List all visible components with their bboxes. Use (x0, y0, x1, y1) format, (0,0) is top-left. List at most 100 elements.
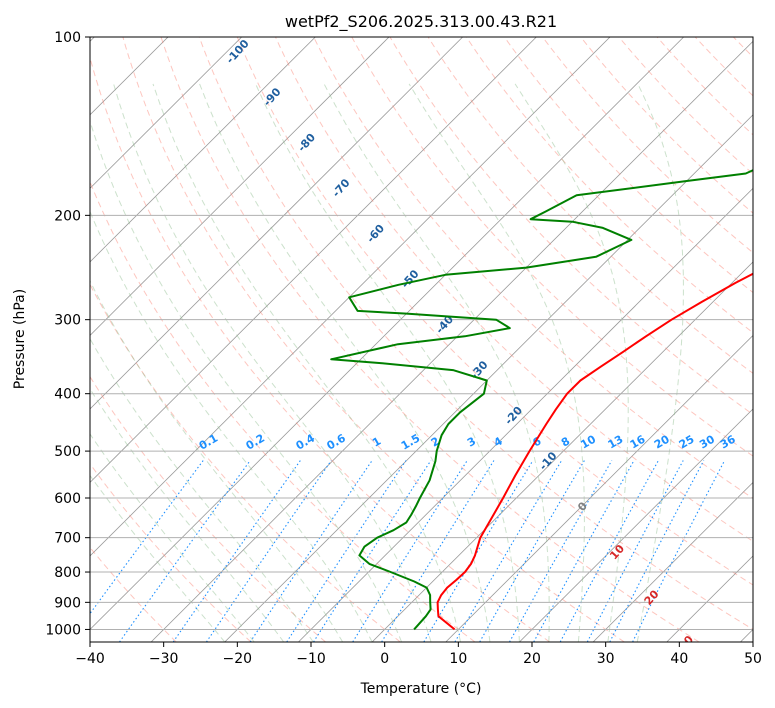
x-tick-label: 30 (597, 651, 615, 667)
y-tick-label: 100 (54, 30, 81, 46)
isotherm-label: 10 (607, 542, 627, 562)
y-tick-label: 300 (54, 313, 81, 329)
moist-adiabat-line (90, 119, 403, 642)
isotherm-label: -60 (364, 222, 387, 246)
moist-adiabat-line (323, 83, 550, 642)
x-axis-label: Temperature (°C) (360, 681, 482, 697)
mixing-ratio-line (313, 460, 432, 642)
isotherm-label: -50 (399, 267, 422, 291)
isotherm-line (90, 37, 611, 557)
y-tick-label: 400 (54, 387, 81, 403)
mixing-ratio-label: 16 (628, 432, 648, 451)
isotherm-line (445, 334, 753, 642)
y-tick-label: 700 (54, 531, 81, 547)
dry-adiabat-line (503, 37, 753, 294)
moist-adiabat-line (90, 474, 226, 642)
dry-adiabat-line (198, 37, 753, 630)
mixing-ratio-line (205, 460, 332, 642)
dry-adiabat-line (465, 37, 753, 334)
mixing-ratio-line (509, 460, 613, 642)
mixing-ratio-line (479, 460, 585, 642)
y-tick-label: 900 (54, 595, 81, 611)
dry-adiabat-line (694, 37, 753, 97)
isotherm-label: -80 (295, 131, 318, 155)
chart-title: wetPf2_S206.2025.313.00.43.R21 (285, 12, 557, 32)
x-tick-label: −40 (75, 651, 105, 667)
dry-adiabat-line (772, 37, 775, 642)
dry-adiabat-line (618, 37, 753, 175)
dry-adiabat-line (580, 37, 753, 214)
dry-adiabat-line (389, 37, 753, 416)
pressure-gridlines (90, 37, 753, 630)
x-tick-label: −30 (149, 651, 179, 667)
x-tick-label: 10 (449, 651, 467, 667)
temperature-profile (436, 272, 753, 631)
y-axis: 1000 900 800 700 600 500 400 300 200 100 (45, 30, 90, 638)
x-axis: −40 −30 −20 −10 0 10 20 30 40 50 (75, 642, 762, 667)
moist-adiabat-line (199, 83, 491, 642)
y-tick-label: 1000 (45, 622, 81, 638)
isotherm-line (90, 37, 242, 189)
mixing-ratio-label: 8 (559, 435, 572, 450)
isotherm-line (90, 37, 684, 631)
mixing-ratio-label: 36 (718, 432, 738, 451)
mixing-ratio-label: 3 (465, 435, 478, 450)
mixing-ratio-label: 0.1 (197, 432, 220, 453)
mixing-ratio-label: 1.5 (399, 432, 422, 453)
isotherm-label: -70 (330, 176, 353, 200)
dry-adiabat-line (236, 37, 753, 586)
moist-adiabat-line (255, 83, 520, 642)
y-tick-label: 600 (54, 491, 81, 507)
dry-adiabat-line (313, 37, 753, 499)
mixing-ratio-line (586, 460, 684, 642)
dry-adiabat-line (90, 375, 326, 642)
mixing-ratio-line (119, 460, 251, 642)
x-tick-label: 40 (670, 651, 688, 667)
moist-adiabat-line (90, 433, 255, 642)
plot-frame (89, 36, 754, 643)
x-tick-label: −20 (223, 651, 253, 667)
mixing-ratio-line (352, 460, 468, 642)
mixing-ratio-label: 25 (677, 433, 697, 452)
dry-adiabat-line (160, 37, 700, 642)
y-tick-label: 200 (54, 208, 81, 224)
isotherm-line (90, 37, 463, 410)
y-tick-label: 800 (54, 565, 81, 581)
isotherm-line (224, 114, 753, 642)
dry-adiabat-line (275, 37, 753, 542)
isotherm-label: -100 (224, 37, 252, 66)
mixing-ratio-line (249, 460, 373, 642)
dry-adiabat-line (90, 462, 252, 642)
dry-adiabat-line (90, 283, 401, 642)
mixing-ratio-line (286, 460, 407, 642)
isotherm-label: -20 (502, 404, 525, 428)
moist-adiabat-line (90, 210, 373, 642)
mixing-ratio-line (423, 460, 534, 642)
dry-adiabat-line (122, 37, 625, 642)
moist-adiabat-line (113, 83, 432, 642)
isotherm-line (150, 40, 753, 642)
isotherm-line (519, 408, 753, 642)
mixing-ratio-line (172, 460, 301, 642)
y-axis-label: Pressure (hPa) (12, 289, 28, 389)
mixing-ratio-label: 0.2 (244, 432, 267, 453)
isotherm-line (666, 555, 753, 642)
dry-adiabat-line (90, 55, 550, 642)
isotherm-label: 40 (711, 678, 731, 698)
moist-adiabat-line (90, 388, 285, 642)
mixing-ratio-line (632, 460, 726, 642)
mixing-ratio-label: 30 (697, 432, 717, 451)
mixing-ratio-line (454, 460, 563, 642)
moist-adiabat-line (514, 83, 629, 642)
isotherm-line (90, 37, 390, 336)
isotherm-label: 30 (676, 633, 696, 653)
mixing-ratio-line (90, 460, 204, 615)
sounding-profiles (330, 169, 753, 631)
moist-adiabat-line (408, 83, 585, 642)
moist-adiabat-line (636, 83, 684, 642)
isotherm-line (90, 37, 316, 263)
mixing-ratio-line (533, 460, 635, 642)
mixing-ratio-label: 20 (652, 432, 672, 451)
